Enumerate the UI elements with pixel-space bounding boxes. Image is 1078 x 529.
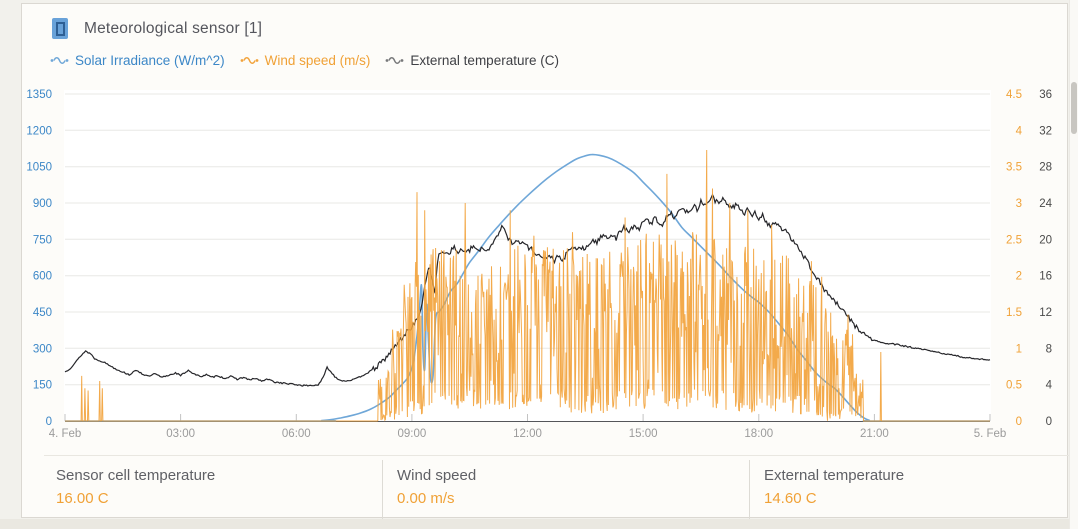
stats-separator (44, 455, 1078, 456)
stat-wind-speed: Wind speed 0.00 m/s (397, 467, 476, 507)
svg-text:20: 20 (1039, 234, 1052, 246)
y-axis-wind-labels: 0 0.5 1 1.5 2 2.5 3 3.5 4 4.5 (1006, 89, 1023, 428)
svg-text:3: 3 (1016, 198, 1022, 210)
svg-text:36: 36 (1039, 89, 1052, 101)
svg-text:15:00: 15:00 (629, 428, 658, 440)
scrollbar-track[interactable] (1069, 0, 1078, 529)
svg-text:1.5: 1.5 (1006, 307, 1022, 319)
svg-text:03:00: 03:00 (166, 428, 195, 440)
svg-text:2.5: 2.5 (1006, 234, 1022, 246)
svg-text:1350: 1350 (26, 89, 52, 101)
widget-header: Meteorological sensor [1] (52, 18, 262, 39)
stat-value: 14.60 C (764, 490, 817, 507)
x-axis-ticks (64, 414, 991, 421)
svg-text:1200: 1200 (26, 125, 52, 137)
legend-item-wind-speed[interactable]: Wind speed (m/s) (240, 53, 371, 68)
page-bottom-margin (0, 519, 1078, 529)
svg-text:900: 900 (33, 198, 52, 210)
external-temperature-line (64, 193, 991, 387)
svg-text:18:00: 18:00 (744, 428, 773, 440)
legend-item-external-temperature[interactable]: External temperature (C) (385, 53, 559, 68)
scrollbar-thumb[interactable] (1071, 82, 1077, 134)
svg-text:0: 0 (1016, 416, 1022, 428)
stat-value: 0.00 m/s (397, 490, 455, 507)
squiggle-line-icon (386, 56, 404, 65)
chart-legend: Solar Irradiance (W/m^2) Wind speed (m/s… (50, 53, 574, 68)
svg-text:4: 4 (1016, 125, 1023, 137)
y-axis-solar-labels: 0 150 300 450 600 750 900 1050 1200 1350 (26, 89, 52, 428)
stat-value: 16.00 C (56, 490, 109, 507)
svg-text:4: 4 (1046, 380, 1053, 392)
legend-label-wind: Wind speed (m/s) (264, 53, 371, 68)
svg-text:450: 450 (33, 307, 52, 319)
svg-text:0.5: 0.5 (1006, 380, 1022, 392)
wind-speed-line (65, 149, 990, 422)
stat-label: Wind speed (397, 467, 477, 484)
svg-text:4. Feb: 4. Feb (49, 428, 82, 440)
svg-text:24: 24 (1039, 198, 1052, 210)
svg-text:12: 12 (1039, 307, 1052, 319)
y-axis-temp-labels: 0 4 8 12 16 20 24 28 32 36 (1039, 89, 1052, 428)
svg-text:2: 2 (1016, 271, 1022, 283)
stat-divider (749, 460, 750, 520)
svg-text:32: 32 (1039, 125, 1052, 137)
stat-label: External temperature (764, 467, 905, 484)
svg-text:4.5: 4.5 (1006, 89, 1022, 101)
svg-text:600: 600 (33, 271, 52, 283)
svg-text:16: 16 (1039, 271, 1052, 283)
gridlines (65, 93, 990, 386)
svg-text:1050: 1050 (26, 162, 52, 174)
legend-label-solar: Solar Irradiance (W/m^2) (75, 53, 225, 68)
svg-text:0: 0 (1046, 416, 1052, 428)
x-axis-labels: 4. Feb 03:00 06:00 09:00 12:00 15:00 18:00 21:0… (49, 428, 1007, 440)
svg-text:06:00: 06:00 (282, 428, 311, 440)
svg-text:750: 750 (33, 234, 52, 246)
stat-divider (382, 460, 383, 520)
squiggle-line-icon (240, 56, 259, 65)
svg-text:5. Feb: 5. Feb (974, 428, 1007, 440)
squiggle-line-icon (50, 56, 69, 65)
svg-text:1: 1 (1016, 343, 1022, 355)
svg-text:09:00: 09:00 (398, 428, 427, 440)
stat-sensor-cell-temperature: Sensor cell temperature 16.00 C (56, 467, 215, 507)
stat-external-temperature: External temperature 14.60 C (764, 467, 904, 507)
svg-text:150: 150 (33, 380, 52, 392)
svg-text:0: 0 (46, 416, 52, 428)
meteo-sensor-icon-inner (56, 22, 65, 36)
svg-text:28: 28 (1039, 162, 1052, 174)
svg-text:8: 8 (1046, 343, 1052, 355)
svg-text:21:00: 21:00 (860, 428, 889, 440)
legend-item-solar-irradiance[interactable]: Solar Irradiance (W/m^2) (50, 53, 225, 68)
stat-label: Sensor cell temperature (56, 467, 216, 484)
widget-title: Meteorological sensor [1] (84, 19, 263, 37)
legend-label-temperature: External temperature (C) (410, 53, 559, 68)
meteo-sensor-icon (52, 18, 68, 39)
svg-text:300: 300 (33, 343, 52, 355)
svg-text:3.5: 3.5 (1006, 162, 1022, 174)
svg-text:12:00: 12:00 (513, 428, 542, 440)
